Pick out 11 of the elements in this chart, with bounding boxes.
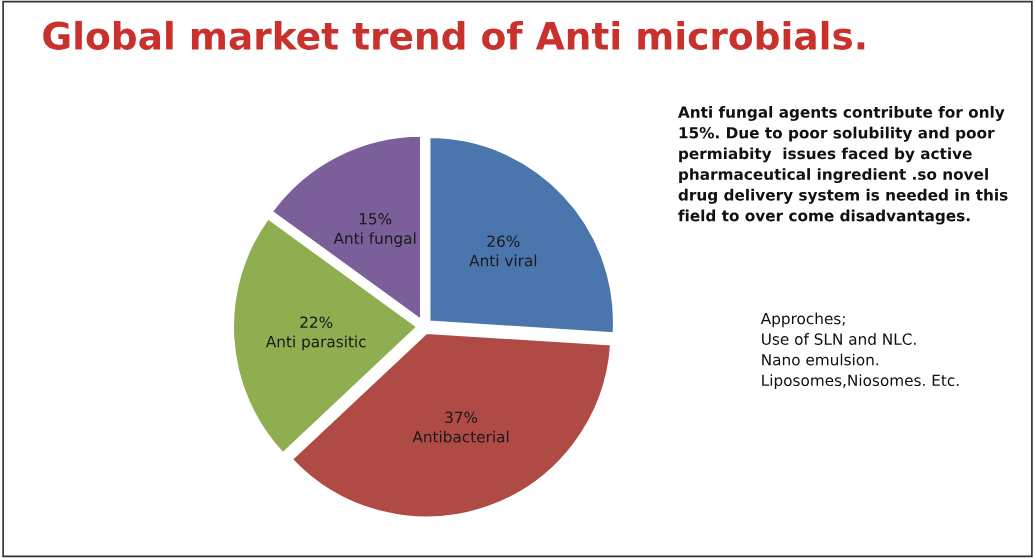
slice-label: Antibacterial — [412, 430, 509, 443]
data-label: 15% — [359, 213, 392, 225]
slice-label: Anti parasitic — [265, 335, 366, 351]
text: Approches; Use of SLN and NLC. Nano emulsion. Liposomes,Niosomes. Etc. — [760, 312, 959, 390]
slice-label: Anti fungal — [333, 232, 416, 247]
text: Anti fungal agents contribute for only 15%. Due to poor solubility and poor permiabity issues faced by active pharmaceutical ingredient .so novel drug delivery system is needed in this field to over come disadvantages. — [678, 106, 1008, 225]
data-label: 37% — [445, 411, 478, 424]
data-label: 22% — [300, 316, 333, 328]
slice-label: Anti viral — [469, 254, 537, 267]
chart-title: Global market trend of Anti microbials. — [43, 20, 865, 50]
data-label: 26% — [487, 235, 520, 247]
